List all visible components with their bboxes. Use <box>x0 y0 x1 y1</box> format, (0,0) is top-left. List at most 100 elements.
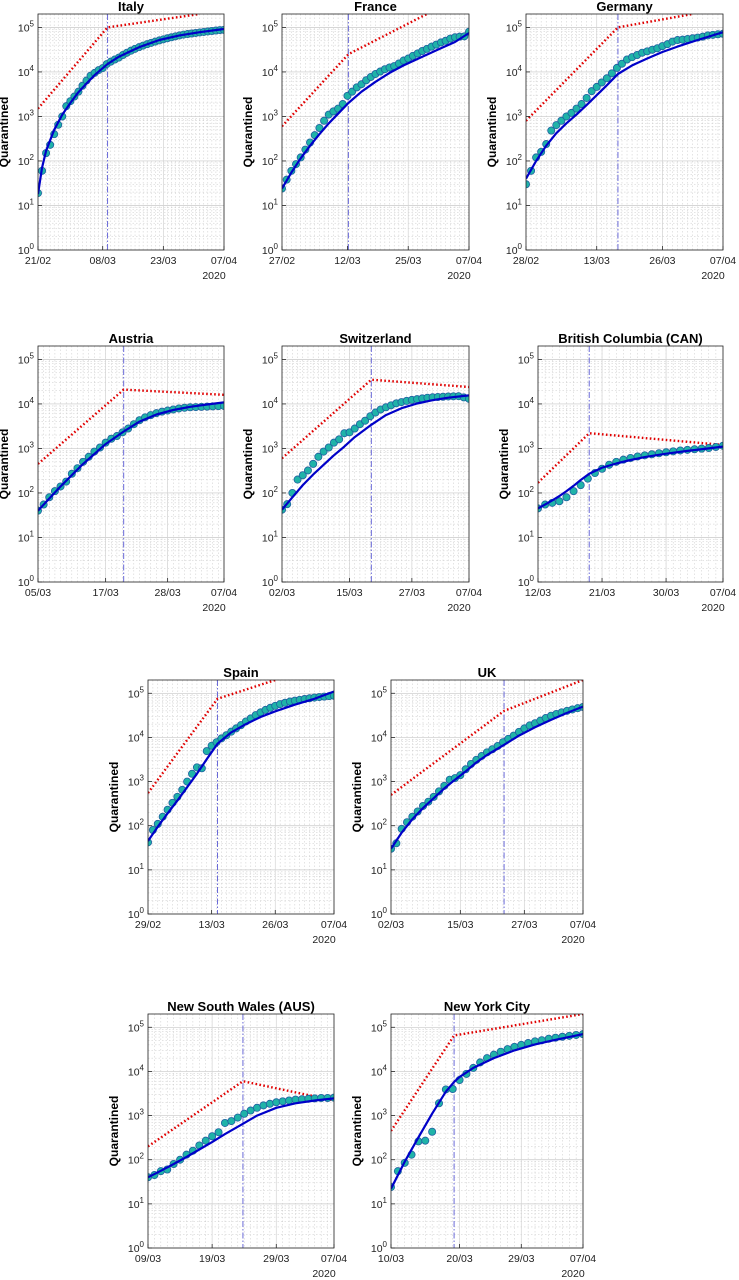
model-line <box>282 394 469 511</box>
y-tick-label: 104 <box>128 1063 145 1078</box>
observed-point <box>552 121 561 130</box>
y-axis-label: Quarantined <box>0 429 11 500</box>
x-tick-label: 17/03 <box>92 587 118 599</box>
y-tick-label: 104 <box>518 396 535 411</box>
y-tick-label: 104 <box>262 396 279 411</box>
observed-point <box>233 1113 242 1122</box>
observed-point <box>555 497 564 506</box>
y-tick-label: 103 <box>18 440 35 455</box>
x-tick-label: 26/03 <box>649 255 675 267</box>
axes-frame <box>147 1013 335 1249</box>
y-tick-label: 105 <box>128 1019 145 1034</box>
chart-title: British Columbia (CAN) <box>558 331 702 346</box>
observed-point <box>607 69 616 78</box>
y-tick-label: 101 <box>262 197 279 212</box>
y-axis-label: Quarantined <box>0 97 11 168</box>
y-tick-label: 101 <box>128 862 145 877</box>
plot-area <box>526 14 723 250</box>
observed-point <box>576 481 585 490</box>
observed-point <box>309 459 318 468</box>
observed-point <box>240 1109 249 1118</box>
chart-title: New South Wales (AUS) <box>167 999 315 1014</box>
y-tick-label: 104 <box>18 396 35 411</box>
observed-point <box>315 124 324 133</box>
y-tick-label: 104 <box>371 1063 388 1078</box>
chart-title: Spain <box>223 665 258 680</box>
axes-frame <box>281 345 470 583</box>
x-tick-label: 28/03 <box>154 587 180 599</box>
observed-point <box>428 1127 437 1136</box>
y-axis-label: Quarantined <box>107 762 121 833</box>
envelope-line <box>148 680 276 794</box>
x-tick-label: 13/03 <box>198 919 224 931</box>
y-tick-label: 103 <box>506 108 523 123</box>
y-tick-label: 102 <box>128 1152 145 1167</box>
year-label: 2020 <box>312 1268 336 1280</box>
model-line <box>38 27 224 195</box>
y-axis-label: Quarantined <box>107 1096 121 1167</box>
y-tick-label: 102 <box>18 153 35 168</box>
y-tick-label: 104 <box>262 64 279 79</box>
observed-point <box>577 100 586 109</box>
plot-area <box>148 1014 334 1248</box>
envelope-line <box>38 388 224 465</box>
chart-title: Austria <box>109 331 155 346</box>
model-line <box>538 445 723 510</box>
x-tick-label: 05/03 <box>25 587 51 599</box>
chart-title: UK <box>478 665 497 680</box>
x-tick-label: 12/03 <box>334 255 360 267</box>
x-tick-label: 07/04 <box>211 587 237 599</box>
axes-frame <box>390 1013 584 1249</box>
y-tick-label: 103 <box>518 440 535 455</box>
y-tick-label: 105 <box>18 351 35 366</box>
model-line <box>148 690 334 842</box>
observed-point <box>592 82 601 91</box>
axes-frame <box>525 13 724 251</box>
y-tick-label: 102 <box>262 485 279 500</box>
observed-point <box>208 1132 217 1141</box>
x-tick-label: 15/03 <box>336 587 362 599</box>
observed-point <box>293 475 302 484</box>
observed-point <box>303 466 312 475</box>
observed-point <box>587 87 596 96</box>
y-tick-label: 103 <box>371 774 388 789</box>
y-tick-label: 105 <box>18 19 35 34</box>
model-line <box>148 1097 334 1179</box>
observed-point <box>557 116 566 125</box>
x-tick-label: 21/02 <box>25 255 51 267</box>
observed-point <box>324 443 333 452</box>
x-tick-label: 07/04 <box>456 255 482 267</box>
y-tick-label: 101 <box>18 197 35 212</box>
y-tick-label: 103 <box>128 774 145 789</box>
y-tick-label: 103 <box>262 440 279 455</box>
x-tick-label: 15/03 <box>447 919 473 931</box>
x-tick-label: 07/04 <box>570 919 596 931</box>
y-tick-label: 104 <box>128 729 145 744</box>
observed-point <box>567 108 576 117</box>
grid <box>537 345 724 583</box>
x-tick-label: 10/03 <box>378 1253 404 1265</box>
observed-point <box>617 59 626 68</box>
observed-point <box>572 104 581 113</box>
model-line <box>391 1033 583 1190</box>
x-tick-label: 25/03 <box>395 255 421 267</box>
y-tick-label: 105 <box>262 351 279 366</box>
x-tick-label: 27/03 <box>399 587 425 599</box>
x-tick-label: 20/03 <box>446 1253 472 1265</box>
observed-point <box>350 424 359 433</box>
y-tick-label: 101 <box>262 529 279 544</box>
grid <box>390 679 584 915</box>
y-tick-label: 105 <box>128 685 145 700</box>
x-tick-label: 07/04 <box>211 255 237 267</box>
x-tick-label: 07/04 <box>570 1253 596 1265</box>
x-tick-label: 02/03 <box>378 919 404 931</box>
observed-point <box>201 1136 210 1145</box>
observed-point <box>562 493 571 502</box>
x-tick-label: 27/02 <box>269 255 295 267</box>
y-tick-label: 101 <box>371 862 388 877</box>
y-tick-label: 101 <box>506 197 523 212</box>
